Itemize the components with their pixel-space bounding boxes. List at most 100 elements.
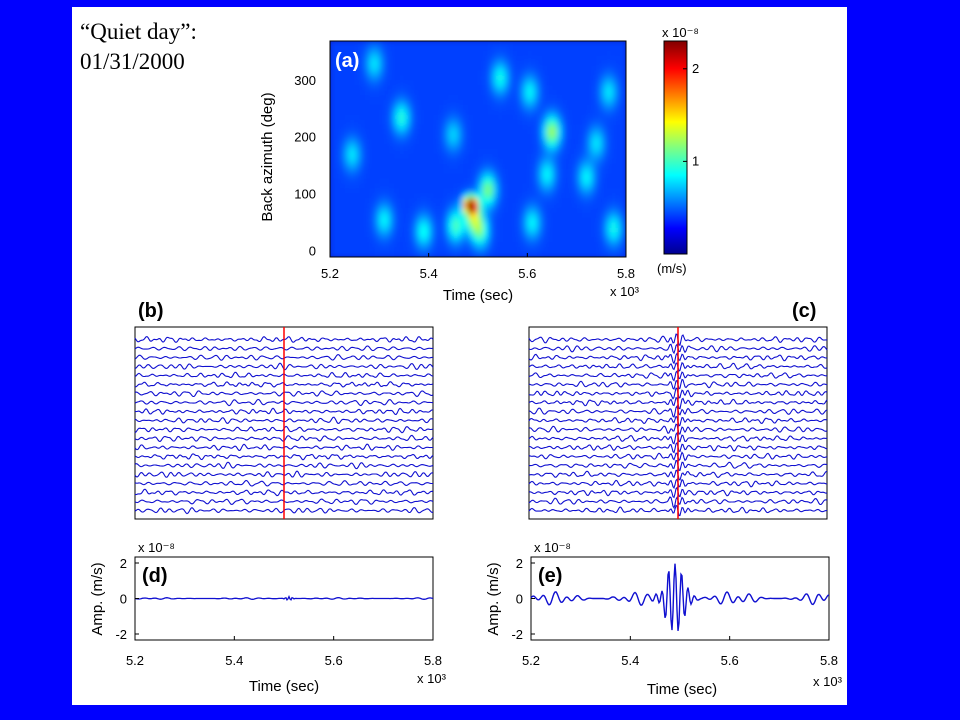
panel-d-x-ticks: 5.2 5.4 5.6 5.8: [126, 636, 442, 668]
heatmap-cell: [522, 75, 528, 81]
heatmap-cell: [404, 232, 410, 238]
heatmap-cell: [502, 212, 509, 219]
heatmap-cell: [537, 45, 543, 52]
heatmap-cell: [532, 193, 538, 199]
heatmap-cell: [492, 99, 499, 106]
heatmap-cell: [616, 114, 622, 121]
heatmap-cell: [389, 85, 395, 91]
heatmap-cell: [517, 222, 523, 229]
heatmap-cell: [394, 144, 400, 150]
heatmap-cell: [339, 173, 346, 180]
heatmap-cell: [517, 114, 523, 121]
heatmap-cell: [384, 227, 390, 234]
heatmap-cell: [532, 80, 538, 86]
heatmap-cell: [596, 203, 602, 209]
heatmap-cell: [487, 55, 494, 62]
heatmap-cell: [502, 134, 509, 140]
heatmap-cell: [616, 144, 622, 150]
heatmap-cell: [458, 109, 464, 116]
heatmap-cell: [423, 129, 430, 135]
heatmap-cell: [404, 134, 410, 140]
heatmap-cell: [606, 119, 612, 126]
heatmap-cell: [552, 173, 558, 180]
heatmap-cell: [448, 188, 454, 194]
heatmap-cell: [433, 129, 440, 135]
heatmap-cell: [443, 85, 449, 91]
heatmap-cell: [438, 232, 445, 238]
heatmap-cell: [532, 144, 538, 150]
heatmap-cell: [566, 90, 573, 96]
heatmap-cell: [428, 217, 435, 224]
heatmap-cell: [438, 153, 445, 160]
heatmap-cell: [438, 178, 445, 184]
heatmap-cell: [482, 227, 489, 234]
heatmap-cell: [463, 90, 469, 96]
heatmap-cell: [507, 198, 514, 204]
heatmap-cell: [359, 65, 366, 72]
heatmap-cell: [552, 188, 558, 194]
heatmap-cell: [601, 75, 607, 81]
heatmap-cell: [497, 114, 504, 121]
heatmap-cell: [374, 222, 380, 229]
heatmap-cell: [606, 153, 612, 160]
heatmap-cell: [606, 212, 612, 219]
heatmap-cell: [561, 95, 568, 101]
heatmap-cell: [537, 90, 543, 96]
heatmap-cell: [616, 252, 622, 257]
heatmap-cell: [443, 252, 449, 257]
heatmap-cell: [413, 168, 420, 175]
heatmap-cell: [330, 70, 336, 76]
heatmap-cell: [576, 70, 583, 76]
heatmap-cell: [463, 65, 469, 72]
heatmap-cell: [384, 242, 390, 248]
panel-d: (d) 5.2 5.4 5.6 5.8 -202 x 10⁻⁸ Time (sec) …: [89, 540, 447, 695]
heatmap-cell: [611, 203, 617, 209]
heatmap-cell: [473, 50, 479, 57]
heatmap-cell: [507, 232, 514, 238]
heatmap-cell: [369, 188, 375, 194]
heatmap-cell: [492, 242, 499, 248]
heatmap-cell: [364, 55, 371, 62]
heatmap-cell: [438, 109, 445, 116]
heatmap-cell: [428, 65, 435, 72]
heatmap-cell: [596, 90, 602, 96]
heatmap-cell: [453, 60, 459, 67]
heatmap-cell: [576, 193, 583, 199]
heatmap-cell: [438, 149, 445, 155]
heatmap-cell: [468, 70, 474, 76]
heatmap-cell: [571, 139, 578, 145]
heatmap-cell: [482, 222, 489, 229]
heatmap-cell: [547, 198, 553, 204]
heatmap-cell: [566, 80, 573, 86]
heatmap-cell: [492, 65, 499, 72]
heatmap-cell: [354, 60, 361, 67]
heatmap-cell: [389, 158, 395, 165]
heatmap-cell: [339, 95, 346, 101]
heatmap-cell: [423, 109, 430, 116]
heatmap-cell: [478, 193, 484, 199]
heatmap-cell: [408, 163, 415, 170]
heatmap-cell: [379, 198, 385, 204]
heatmap-cell: [359, 178, 366, 184]
heatmap-cell: [359, 163, 366, 170]
heatmap-cell: [448, 178, 454, 184]
heatmap-cell: [596, 104, 602, 111]
heatmap-cell: [487, 90, 494, 96]
heatmap-cell: [616, 129, 622, 135]
heatmap-cell: [571, 109, 578, 116]
heatmap-cell: [428, 99, 435, 106]
heatmap-cell: [561, 183, 568, 189]
heatmap-cell: [497, 227, 504, 234]
heatmap-cell: [344, 163, 351, 170]
heatmap-cell: [601, 158, 607, 165]
heatmap-cell: [542, 60, 548, 67]
heatmap-cell: [571, 90, 578, 96]
heatmap-cell: [552, 65, 558, 72]
heatmap-cell: [399, 173, 405, 180]
heatmap-cell: [542, 193, 548, 199]
heatmap-cell: [443, 80, 449, 86]
heatmap-cell: [502, 55, 509, 62]
heatmap-cell: [349, 222, 356, 229]
heatmap-cell: [349, 95, 356, 101]
